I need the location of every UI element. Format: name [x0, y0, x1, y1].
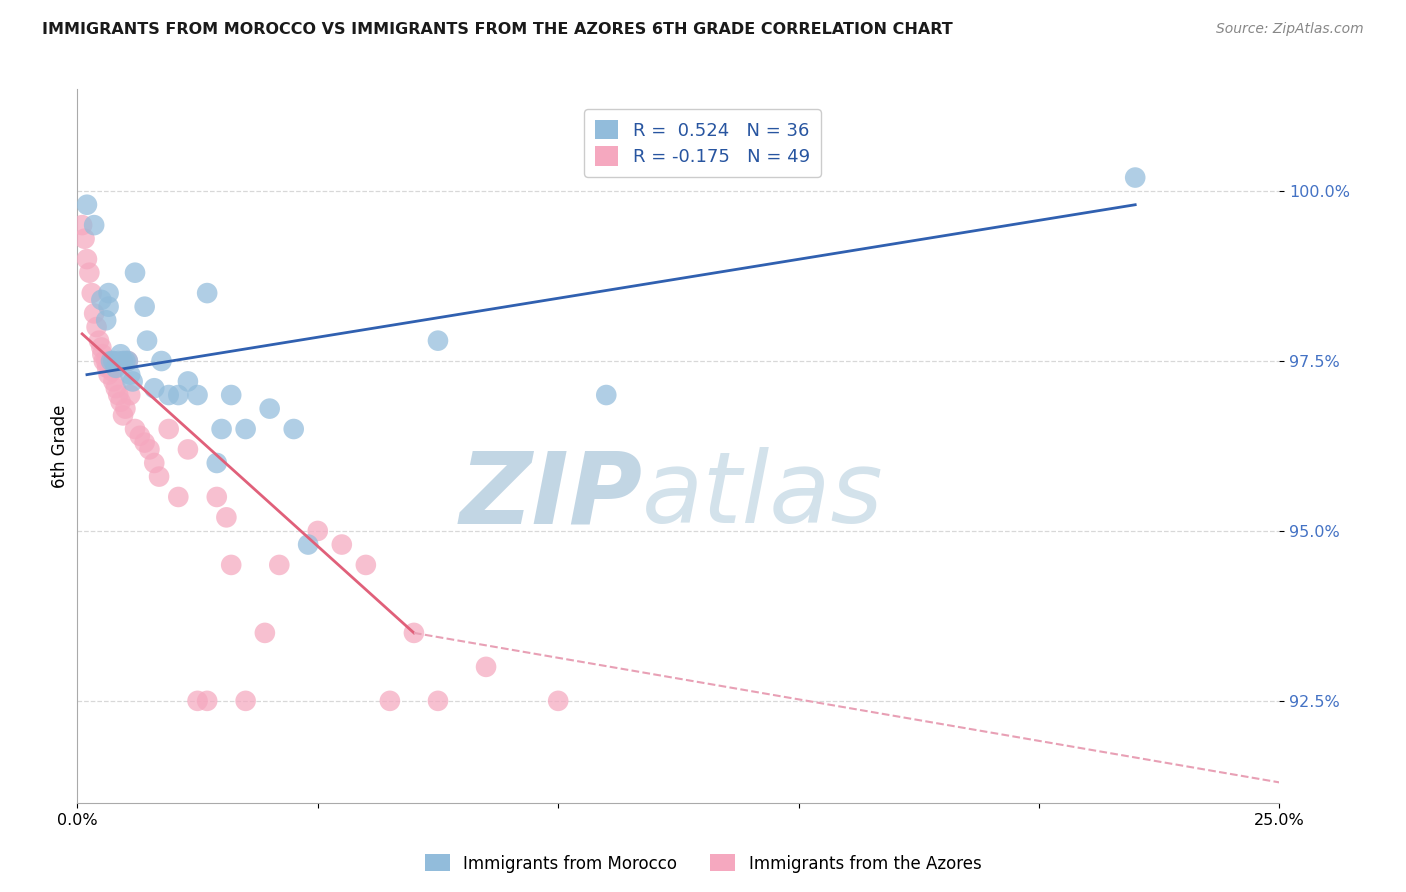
Point	[143, 456, 166, 470]
Point	[128, 429, 150, 443]
Point	[195, 694, 218, 708]
Point	[114, 401, 136, 416]
Point	[90, 341, 112, 355]
Point	[100, 360, 122, 375]
Point	[134, 435, 156, 450]
Point	[259, 401, 281, 416]
Legend: Immigrants from Morocco, Immigrants from the Azores: Immigrants from Morocco, Immigrants from…	[418, 847, 988, 880]
Point	[378, 694, 401, 708]
Point	[117, 354, 139, 368]
Point	[97, 286, 120, 301]
Point	[87, 334, 110, 348]
Point	[143, 381, 166, 395]
Point	[307, 524, 329, 538]
Point	[297, 537, 319, 551]
Point	[150, 354, 173, 368]
Point	[96, 313, 118, 327]
Point	[124, 422, 146, 436]
Point	[117, 354, 139, 368]
Point	[110, 394, 132, 409]
Text: atlas: atlas	[643, 448, 884, 544]
Point	[330, 537, 353, 551]
Point	[103, 354, 125, 368]
Text: IMMIGRANTS FROM MOROCCO VS IMMIGRANTS FROM THE AZORES 6TH GRADE CORRELATION CHAR: IMMIGRANTS FROM MOROCCO VS IMMIGRANTS FR…	[42, 22, 953, 37]
Point	[283, 422, 305, 436]
Point	[177, 375, 200, 389]
Point	[1123, 170, 1146, 185]
Point	[120, 368, 142, 382]
Text: ZIP: ZIP	[460, 448, 643, 544]
Point	[76, 252, 98, 266]
Point	[195, 286, 218, 301]
Point	[101, 364, 124, 378]
Point	[205, 456, 228, 470]
Point	[80, 286, 103, 301]
Point	[76, 198, 98, 212]
Point	[70, 218, 93, 232]
Point	[104, 360, 127, 375]
Point	[235, 694, 257, 708]
Point	[97, 300, 120, 314]
Point	[219, 558, 242, 572]
Point	[138, 442, 160, 457]
Point	[79, 266, 101, 280]
Point	[93, 354, 115, 368]
Point	[107, 354, 129, 368]
Point	[83, 306, 105, 320]
Point	[134, 300, 156, 314]
Point	[86, 320, 108, 334]
Point	[111, 354, 134, 368]
Point	[186, 388, 209, 402]
Point	[167, 490, 190, 504]
Point	[100, 354, 122, 368]
Point	[219, 388, 242, 402]
Point	[103, 375, 125, 389]
Point	[177, 442, 200, 457]
Point	[167, 388, 190, 402]
Point	[104, 381, 127, 395]
Point	[205, 490, 228, 504]
Point	[96, 360, 118, 375]
Point	[83, 218, 105, 232]
Point	[91, 347, 114, 361]
Point	[157, 388, 180, 402]
Point	[157, 422, 180, 436]
Point	[475, 660, 498, 674]
Point	[269, 558, 291, 572]
Point	[547, 694, 569, 708]
Point	[148, 469, 170, 483]
Point	[107, 388, 129, 402]
Point	[211, 422, 233, 436]
Point	[215, 510, 238, 524]
Point	[253, 626, 276, 640]
Point	[124, 266, 146, 280]
Text: Source: ZipAtlas.com: Source: ZipAtlas.com	[1216, 22, 1364, 37]
Point	[120, 388, 142, 402]
Point	[186, 694, 209, 708]
Point	[111, 409, 134, 423]
Point	[90, 293, 112, 307]
Point	[96, 354, 118, 368]
Y-axis label: 6th Grade: 6th Grade	[51, 404, 69, 488]
Point	[73, 232, 96, 246]
Point	[427, 694, 450, 708]
Point	[235, 422, 257, 436]
Point	[110, 347, 132, 361]
Point	[136, 334, 159, 348]
Point	[354, 558, 377, 572]
Legend: R =  0.524   N = 36, R = -0.175   N = 49: R = 0.524 N = 36, R = -0.175 N = 49	[583, 109, 821, 177]
Point	[595, 388, 617, 402]
Point	[427, 334, 450, 348]
Point	[121, 375, 143, 389]
Point	[114, 354, 136, 368]
Point	[97, 368, 120, 382]
Point	[402, 626, 425, 640]
